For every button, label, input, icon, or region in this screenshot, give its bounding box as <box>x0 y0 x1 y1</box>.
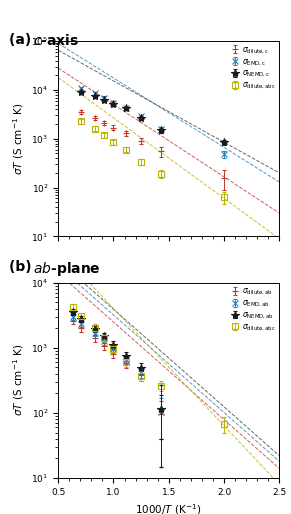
Legend: $\sigma_\mathrm{dilute,ab}$, $\sigma_\mathrm{EMD,ab}$, $\sigma_\mathrm{NEMD,ab}$: $\sigma_\mathrm{dilute,ab}$, $\sigma_\ma… <box>229 285 277 335</box>
X-axis label: 1000/$T$ (K$^{-1}$): 1000/$T$ (K$^{-1}$) <box>136 502 202 514</box>
Text: $\it{ab}$-plane: $\it{ab}$-plane <box>33 260 101 278</box>
Y-axis label: $\sigma T$ (S cm$^{-1}$ K): $\sigma T$ (S cm$^{-1}$ K) <box>11 344 26 416</box>
Y-axis label: $\sigma T$ (S cm$^{-1}$ K): $\sigma T$ (S cm$^{-1}$ K) <box>11 103 26 175</box>
Text: (b): (b) <box>9 260 36 273</box>
Legend: $\sigma_\mathrm{dilute,c}$, $\sigma_\mathrm{EMD,c}$, $\sigma_\mathrm{NEMD,c}$, $: $\sigma_\mathrm{dilute,c}$, $\sigma_\mat… <box>229 43 277 93</box>
Text: (a): (a) <box>9 33 36 47</box>
Text: $\it{c}$-axis: $\it{c}$-axis <box>33 33 79 48</box>
